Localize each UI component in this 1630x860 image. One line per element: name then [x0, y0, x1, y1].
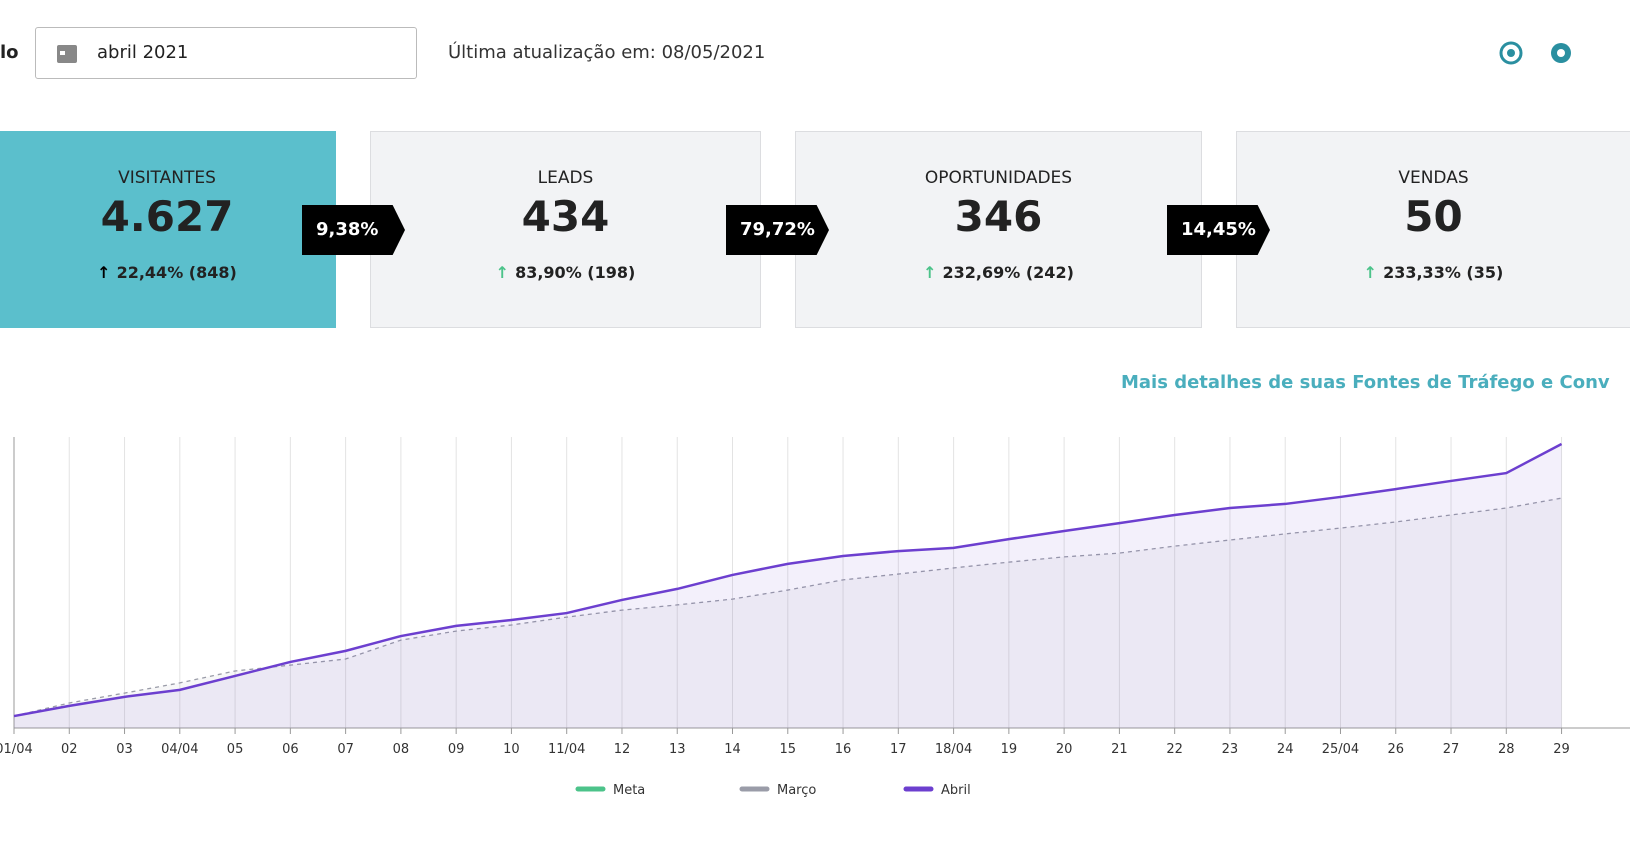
x-tick-label: 17	[890, 742, 907, 757]
card-title: VENDAS	[1398, 168, 1469, 188]
card-change: ↑ 232,69% (242)	[923, 263, 1074, 282]
card[interactable]: LEADS 434 ↑ 83,90% (198)	[370, 131, 761, 328]
conversion-rate: 79,72%	[726, 205, 829, 255]
date-picker[interactable]: abril 2021	[35, 27, 417, 79]
change-text: 83,90% (198)	[515, 263, 636, 282]
x-tick-label: 26	[1387, 742, 1404, 757]
x-tick-label: 19	[1001, 742, 1018, 757]
card[interactable]: OPORTUNIDADES 346 ↑ 232,69% (242)	[795, 131, 1202, 328]
x-tick-label: 08	[393, 742, 410, 757]
x-tick-label: 29	[1553, 742, 1570, 757]
card-change: ↑ 233,33% (35)	[1363, 263, 1504, 282]
legend-label: Meta	[613, 783, 645, 798]
x-tick-label: 25/04	[1322, 742, 1359, 757]
x-tick-label: 14	[724, 742, 741, 757]
x-tick-label: 09	[448, 742, 465, 757]
card-change: ↑ 83,90% (198)	[495, 263, 636, 282]
details-link[interactable]: Mais detalhes de suas Fontes de Tráfego …	[1121, 372, 1610, 393]
x-tick-label: 27	[1443, 742, 1460, 757]
card-value: 50	[1404, 192, 1463, 241]
legend-label: Março	[777, 783, 816, 798]
card-title: LEADS	[537, 168, 594, 188]
x-tick-label: 28	[1498, 742, 1515, 757]
card-title: VISITANTES	[118, 168, 216, 188]
date-text: abril 2021	[97, 42, 189, 63]
x-tick-label: 24	[1277, 742, 1294, 757]
settings-icon[interactable]	[1548, 40, 1574, 66]
card-value: 4.627	[100, 192, 234, 241]
card-value: 434	[521, 192, 610, 241]
card-title: OPORTUNIDADES	[924, 168, 1073, 188]
x-tick-label: 18/04	[935, 742, 972, 757]
card[interactable]: VISITANTES 4.627 ↑ 22,44% (848)	[0, 131, 336, 328]
x-tick-label: 02	[61, 742, 78, 757]
x-tick-label: 20	[1056, 742, 1073, 757]
x-tick-label: 07	[337, 742, 354, 757]
change-text: 22,44% (848)	[116, 263, 237, 282]
x-tick-label: 15	[780, 742, 797, 757]
x-tick-label: 16	[835, 742, 852, 757]
card-value: 346	[954, 192, 1043, 241]
line	[13, 497, 1562, 717]
last-update: Última atualização em: 08/05/2021	[448, 42, 766, 63]
card-change: ↑ 22,44% (848)	[97, 263, 237, 282]
change-text: 233,33% (35)	[1383, 263, 1504, 282]
x-tick-label: 03	[116, 742, 133, 757]
x-tick-label: 13	[669, 742, 686, 757]
card[interactable]: VENDAS 50 ↑ 233,33% (35)	[1236, 131, 1630, 328]
x-tick-label: 22	[1166, 742, 1183, 757]
x-tick-label: 05	[227, 742, 244, 757]
x-tick-label: 12	[614, 742, 631, 757]
line	[13, 442, 1563, 718]
conversion-rate: 14,45%	[1167, 205, 1270, 255]
x-tick-label: 23	[1222, 742, 1239, 757]
goal-icon[interactable]	[1498, 40, 1524, 66]
x-tick-label: 21	[1111, 742, 1128, 757]
legend-label: Abril	[941, 783, 971, 798]
change-text: 232,69% (242)	[942, 263, 1074, 282]
x-tick-label: 11/04	[548, 742, 585, 757]
x-tick-label: 01/04	[0, 742, 33, 757]
x-tick-label: 06	[282, 742, 299, 757]
conversion-rate: 9,38%	[302, 205, 405, 255]
x-tick-label: 04/04	[161, 742, 198, 757]
area	[14, 498, 1562, 728]
calendar-icon	[57, 45, 77, 63]
period-label: lo	[0, 42, 19, 63]
x-tick-label: 10	[503, 742, 520, 757]
